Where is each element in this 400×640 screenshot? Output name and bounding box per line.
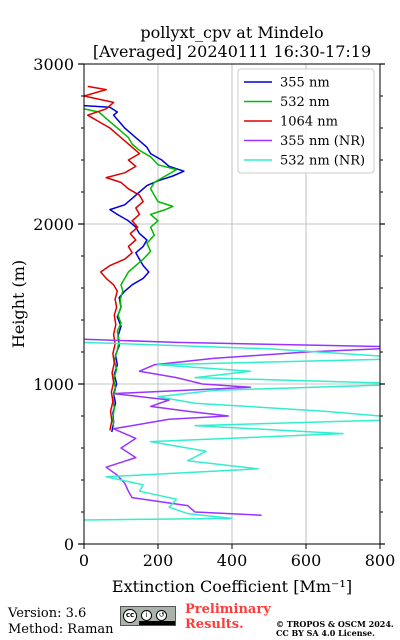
y-tick-label: 2000 xyxy=(33,215,74,234)
y-tick-label: 0 xyxy=(64,535,74,554)
x-tick-label: 0 xyxy=(79,551,89,570)
preliminary-results-note: Preliminary Results. xyxy=(185,602,275,632)
x-tick-label: 600 xyxy=(291,551,322,570)
copyright-note: © TROPOS & OSCM 2024. CC BY SA 4.0 Licen… xyxy=(276,620,398,638)
legend-label-1: 355 nm xyxy=(280,76,330,91)
copyright-line-2: CC BY SA 4.0 License. xyxy=(276,628,375,638)
series-line-1 xyxy=(84,104,185,433)
axis-ticks: 0 200 400 600 800 0 1000 2000 3000 xyxy=(33,55,395,570)
x-tick-label: 200 xyxy=(143,551,174,570)
chart-title-line-1: pollyxt_cpv at Mindelo xyxy=(140,23,323,42)
cc-by-sa-icon: cc i ↺ xyxy=(120,606,176,626)
legend-label-4: 355 nm (NR) xyxy=(280,134,365,149)
lidar-extinction-chart: pollyxt_cpv at Mindelo [Averaged] 202401… xyxy=(9,23,395,596)
method-text: Method: Raman xyxy=(8,622,114,637)
legend-box xyxy=(237,68,375,174)
preliminary-line-2: Results. xyxy=(185,617,244,632)
series-group xyxy=(84,85,380,521)
y-axis-label: Height (m) xyxy=(9,260,28,348)
copyright-line-1: © TROPOS & OSCM 2024. xyxy=(276,619,394,629)
series-line-3 xyxy=(84,85,144,431)
x-axis-label: Extinction Coefficient [Mm⁻¹] xyxy=(112,577,352,596)
legend-label-2: 532 nm xyxy=(280,95,330,110)
series-line-2 xyxy=(84,108,178,428)
preliminary-line-1: Preliminary xyxy=(185,602,271,617)
y-tick-label: 3000 xyxy=(33,55,74,74)
series-line-4 xyxy=(84,338,380,516)
y-tick-label: 1000 xyxy=(33,375,74,394)
version-text: Version: 3.6 xyxy=(8,606,87,621)
chart-legend: 355 nm 532 nm 1064 nm 355 nm (NR) 532 nm (NR… xyxy=(237,68,375,174)
x-tick-label: 800 xyxy=(365,551,396,570)
x-tick-label: 400 xyxy=(217,551,248,570)
series-line-5 xyxy=(84,341,380,521)
legend-label-3: 1064 nm xyxy=(280,115,338,130)
legend-label-5: 532 nm (NR) xyxy=(280,154,365,169)
chart-title-line-2: [Averaged] 20240111 16:30-17:19 xyxy=(93,42,371,61)
